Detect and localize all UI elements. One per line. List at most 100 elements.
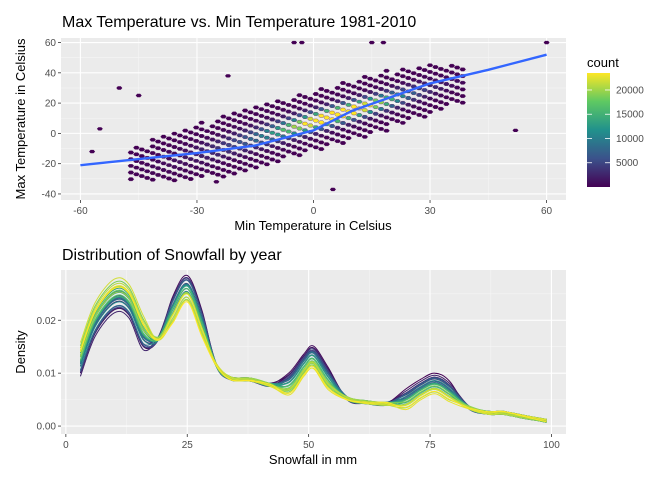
hexbin <box>399 107 407 112</box>
hexbin <box>198 127 205 132</box>
hexbin <box>252 158 260 163</box>
hexbin <box>345 102 352 107</box>
hexbin <box>279 101 287 105</box>
hexbin <box>361 75 369 79</box>
hexbin <box>410 77 417 82</box>
hexbin <box>187 157 194 161</box>
hexbin <box>339 127 347 132</box>
hexbin <box>203 155 211 160</box>
hexbin <box>154 146 162 151</box>
hexbin <box>432 71 439 76</box>
hexbin <box>285 129 292 134</box>
hexbin <box>285 123 292 127</box>
hexbin <box>415 79 423 84</box>
hexbin <box>377 73 385 78</box>
hexbin <box>437 87 445 91</box>
hexbin <box>285 103 292 107</box>
legend-ticks: 5000 10000 15000 20000 <box>587 85 644 169</box>
hexbin <box>220 128 227 132</box>
hexbin <box>236 160 243 164</box>
hexbin <box>231 125 238 129</box>
hexbin <box>301 141 309 146</box>
legend-tick-label: 15000 <box>616 110 644 121</box>
hexbin <box>236 133 243 138</box>
hexbin <box>334 86 341 90</box>
y-tick-label: -20 <box>42 159 57 170</box>
hexbin <box>388 90 396 95</box>
hexbin <box>127 164 135 168</box>
hexbin <box>231 171 238 176</box>
hexbin <box>383 75 390 80</box>
hexbin <box>296 106 303 111</box>
hexbin <box>339 141 347 145</box>
hexbin <box>236 126 243 131</box>
hexbin <box>410 71 417 76</box>
hexbin <box>176 173 184 178</box>
hexbin <box>231 151 238 156</box>
hexbin <box>421 88 428 92</box>
hexbin <box>182 128 189 133</box>
hexbin <box>269 130 276 135</box>
hexbin <box>437 73 445 78</box>
chart2-x-ticks: 0 25 50 75 100 <box>63 434 560 451</box>
hexbin <box>171 158 178 163</box>
hexbin <box>176 160 184 164</box>
hexbin <box>274 119 282 124</box>
hexbin <box>149 171 156 175</box>
hexbin <box>231 131 238 136</box>
hexbin <box>258 120 265 125</box>
hexbin <box>263 155 271 160</box>
hexbin <box>165 163 173 167</box>
hexbin <box>307 143 314 148</box>
hexbin <box>405 102 412 107</box>
hexbin <box>269 111 276 115</box>
hexbin <box>290 98 298 102</box>
hexbin <box>443 95 450 100</box>
hexbin <box>399 101 407 105</box>
hexbin <box>312 118 320 123</box>
hexbin <box>372 78 379 83</box>
hexbin <box>421 101 428 106</box>
hexbin-outlier <box>213 180 220 184</box>
hexbin <box>171 171 178 176</box>
hexbin <box>323 89 330 93</box>
hexbin <box>274 106 282 110</box>
hexbin <box>214 166 222 170</box>
hexbin <box>203 129 211 133</box>
hexbin <box>339 134 347 139</box>
hexbin <box>432 91 439 96</box>
hexbin <box>301 121 309 126</box>
hexbin <box>225 149 233 154</box>
hexbin <box>171 131 178 136</box>
hexbin <box>296 126 303 131</box>
hexbin <box>263 115 271 120</box>
hexbin <box>138 147 146 152</box>
chart1-y-ticks: -40 -20 0 20 40 60 <box>42 38 61 200</box>
hexbin <box>361 121 369 126</box>
hexbin <box>274 152 282 157</box>
hexbin <box>165 149 173 154</box>
hexbin <box>366 83 374 88</box>
hexbin <box>209 124 216 129</box>
density-curve <box>79 285 547 421</box>
hexbin <box>296 153 303 158</box>
hexbin <box>269 157 276 162</box>
hexbin <box>182 155 189 160</box>
hexbin <box>432 98 439 103</box>
hexbin <box>269 124 276 129</box>
hexbin <box>323 115 330 120</box>
smooth-line <box>80 53 547 167</box>
hexbin <box>225 143 233 147</box>
chart1-y-label: Max Temperature in Celsius <box>13 38 28 199</box>
hexbin <box>334 99 341 104</box>
hexbin <box>258 160 265 165</box>
hexbin <box>361 88 369 93</box>
hexbin <box>426 70 434 74</box>
hexbin <box>383 122 390 126</box>
hexbin <box>350 98 358 102</box>
hexbin <box>328 104 336 108</box>
hexbin <box>198 174 205 178</box>
x-tick-label: -60 <box>73 206 88 217</box>
hexbin <box>453 79 461 83</box>
x-tick-label: 50 <box>303 440 315 451</box>
